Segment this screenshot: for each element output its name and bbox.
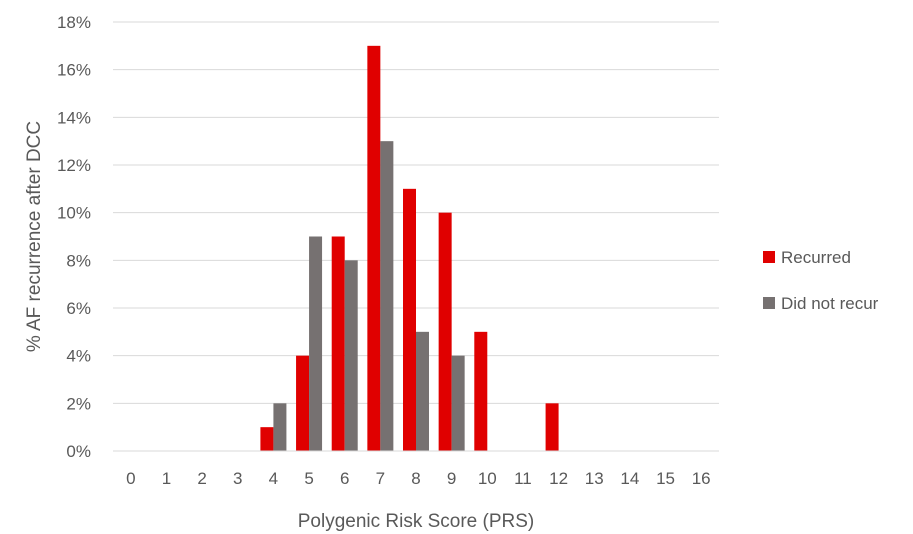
x-tick-label: 7: [376, 469, 385, 488]
x-tick-label: 6: [340, 469, 349, 488]
y-tick-label: 16%: [57, 61, 91, 80]
y-tick-label: 18%: [57, 13, 91, 32]
x-tick-label: 4: [269, 469, 278, 488]
x-tick-label: 1: [162, 469, 171, 488]
bar-did-not-recur-4: [273, 403, 287, 451]
bars: [260, 45, 559, 452]
bar-recurred-12: [545, 403, 559, 451]
y-tick-label: 12%: [57, 156, 91, 175]
bar-did-not-recur-6: [344, 260, 358, 451]
bar-did-not-recur-7: [380, 141, 394, 451]
x-tick-label: 13: [585, 469, 604, 488]
bar-recurred-6: [331, 236, 345, 451]
x-tick-label: 16: [692, 469, 711, 488]
bar-recurred-9: [438, 212, 452, 451]
y-tick-label: 14%: [57, 108, 91, 127]
legend-label: Did not recur: [781, 294, 879, 313]
legend-label: Recurred: [781, 248, 851, 267]
bar-did-not-recur-5: [309, 236, 323, 451]
y-axis-ticks: 0% 2% 4% 6% 8% 10% 12% 14% 16% 18%: [57, 13, 91, 461]
bar-recurred-8: [403, 188, 416, 452]
bar-recurred-10: [474, 331, 488, 451]
x-tick-label: 14: [620, 469, 639, 488]
x-axis-title: Polygenic Risk Score (PRS): [298, 511, 535, 532]
legend-swatch: [763, 297, 775, 309]
y-tick-label: 8%: [66, 251, 91, 270]
y-tick-label: 4%: [66, 347, 91, 366]
legend: Recurred Did not recur: [763, 248, 879, 313]
x-tick-label: 9: [447, 469, 456, 488]
bar-did-not-recur-9: [451, 355, 465, 451]
legend-swatch: [763, 251, 775, 263]
bar-recurred-4: [260, 427, 274, 451]
x-tick-label: 12: [549, 469, 568, 488]
y-tick-label: 0%: [66, 442, 91, 461]
x-axis-ticks: 0 1 2 3 4 5 6 7 8 9 10 11 12 13 14 15 16: [126, 469, 711, 488]
x-tick-label: 10: [478, 469, 497, 488]
y-tick-label: 10%: [57, 204, 91, 223]
x-tick-label: 15: [656, 469, 675, 488]
x-tick-label: 3: [233, 469, 242, 488]
x-tick-label: 0: [126, 469, 135, 488]
x-tick-label: 2: [197, 469, 206, 488]
y-tick-label: 6%: [66, 299, 91, 318]
bar-recurred-7: [367, 45, 381, 451]
x-tick-label: 8: [411, 469, 420, 488]
y-axis-title: % AF recurrence after DCC: [24, 121, 45, 352]
bar-recurred-5: [296, 355, 310, 451]
y-tick-label: 2%: [66, 394, 91, 413]
bar-did-not-recur-8: [416, 331, 429, 451]
x-tick-label: 5: [304, 469, 313, 488]
x-tick-label: 11: [514, 469, 532, 488]
